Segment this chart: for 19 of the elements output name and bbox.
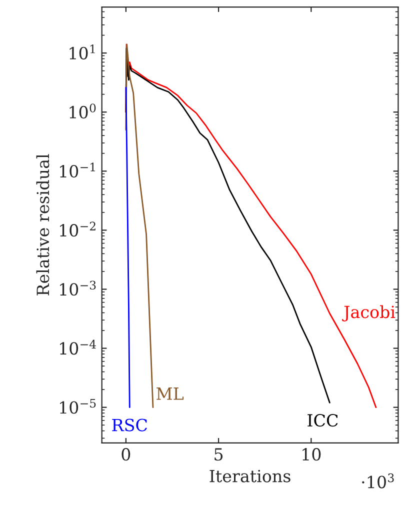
y-tick-label: 10$^{−1}$	[60, 162, 95, 178]
x-tick-label: 5	[214, 448, 223, 461]
y-tick-label: 10$^{−5}$	[60, 399, 96, 414]
series-label: Jacobi	[342, 305, 396, 322]
y-tick-label: 10$^{1}$	[70, 44, 95, 60]
text: ·10$^{3}$	[362, 473, 394, 488]
line-series	[125, 86, 130, 408]
x-tick-label: 0	[122, 448, 130, 461]
y-tick-label: 10$^{−2}$	[60, 222, 96, 237]
y-tick-label: 10$^{−4}$	[60, 340, 96, 355]
series-label: ML	[156, 388, 184, 400]
y-tick-label: 10$^{0}$	[70, 104, 96, 119]
x-tick-label: 10	[302, 448, 321, 461]
line-series	[125, 44, 154, 408]
y-axis-title: Relative residual	[36, 154, 50, 296]
series-label: ICC	[308, 414, 338, 427]
x-axis-title: Iterations	[210, 470, 290, 482]
y-tick-label: 10$^{−3}$	[60, 280, 96, 296]
series-label: RSC	[112, 418, 147, 432]
